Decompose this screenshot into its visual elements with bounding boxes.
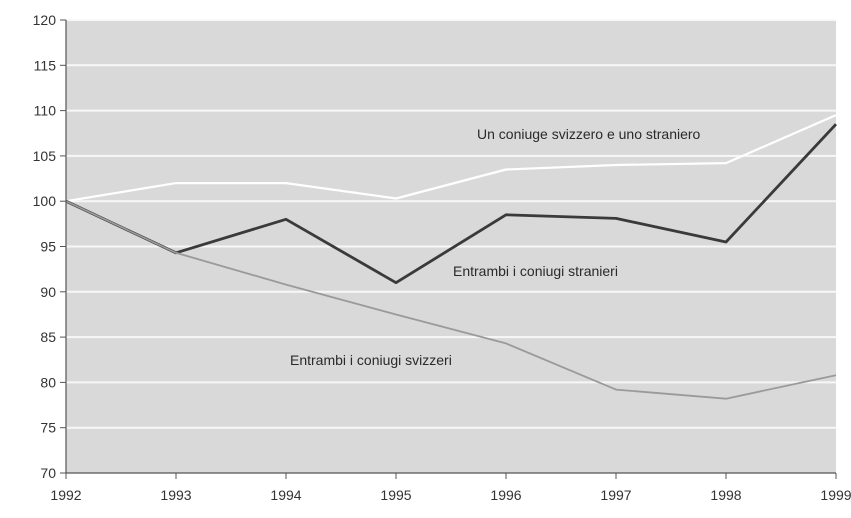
series-line-3 [65,200,837,400]
x-tick-labels: 1992 1993 1994 1995 1996 1997 1998 1999 [50,473,851,503]
y-tick-label-85: 85 [40,329,56,345]
y-tick-label-120: 120 [33,12,57,28]
series-label-both-foreign: Entrambi i coniugi stranieri [453,263,618,279]
y-tick-label-75: 75 [40,420,56,436]
y-tick-label-105: 105 [33,148,57,164]
x-tick-label-1992: 1992 [50,487,81,503]
y-tick-label-100: 100 [33,193,57,209]
y-tick-label-70: 70 [40,465,56,481]
series-label-swiss-foreign: Un coniuge svizzero e uno straniero [477,126,701,142]
x-tick-label-1996: 1996 [490,487,521,503]
x-tick-label-1994: 1994 [270,487,301,503]
x-tick-label-1993: 1993 [160,487,191,503]
series-label-both-swiss: Entrambi i coniugi svizzeri [290,352,452,368]
grid-lines [66,19,836,429]
series-labels: Un coniuge svizzero e uno straniero Entr… [290,126,701,368]
series-line-1 [65,114,837,203]
series-lines [65,114,838,400]
y-tick-labels: 70 75 80 85 90 95 100 105 110 115 120 [33,12,66,481]
x-tick-label-1997: 1997 [600,487,631,503]
y-tick-label-90: 90 [40,284,56,300]
x-tick-label-1999: 1999 [820,487,851,503]
y-tick-label-80: 80 [40,374,56,390]
y-tick-label-95: 95 [40,239,56,255]
series-line-2 [65,123,838,285]
y-tick-label-110: 110 [34,103,57,119]
x-tick-label-1995: 1995 [380,487,411,503]
y-tick-label-115: 115 [34,57,57,73]
x-tick-label-1998: 1998 [710,487,741,503]
